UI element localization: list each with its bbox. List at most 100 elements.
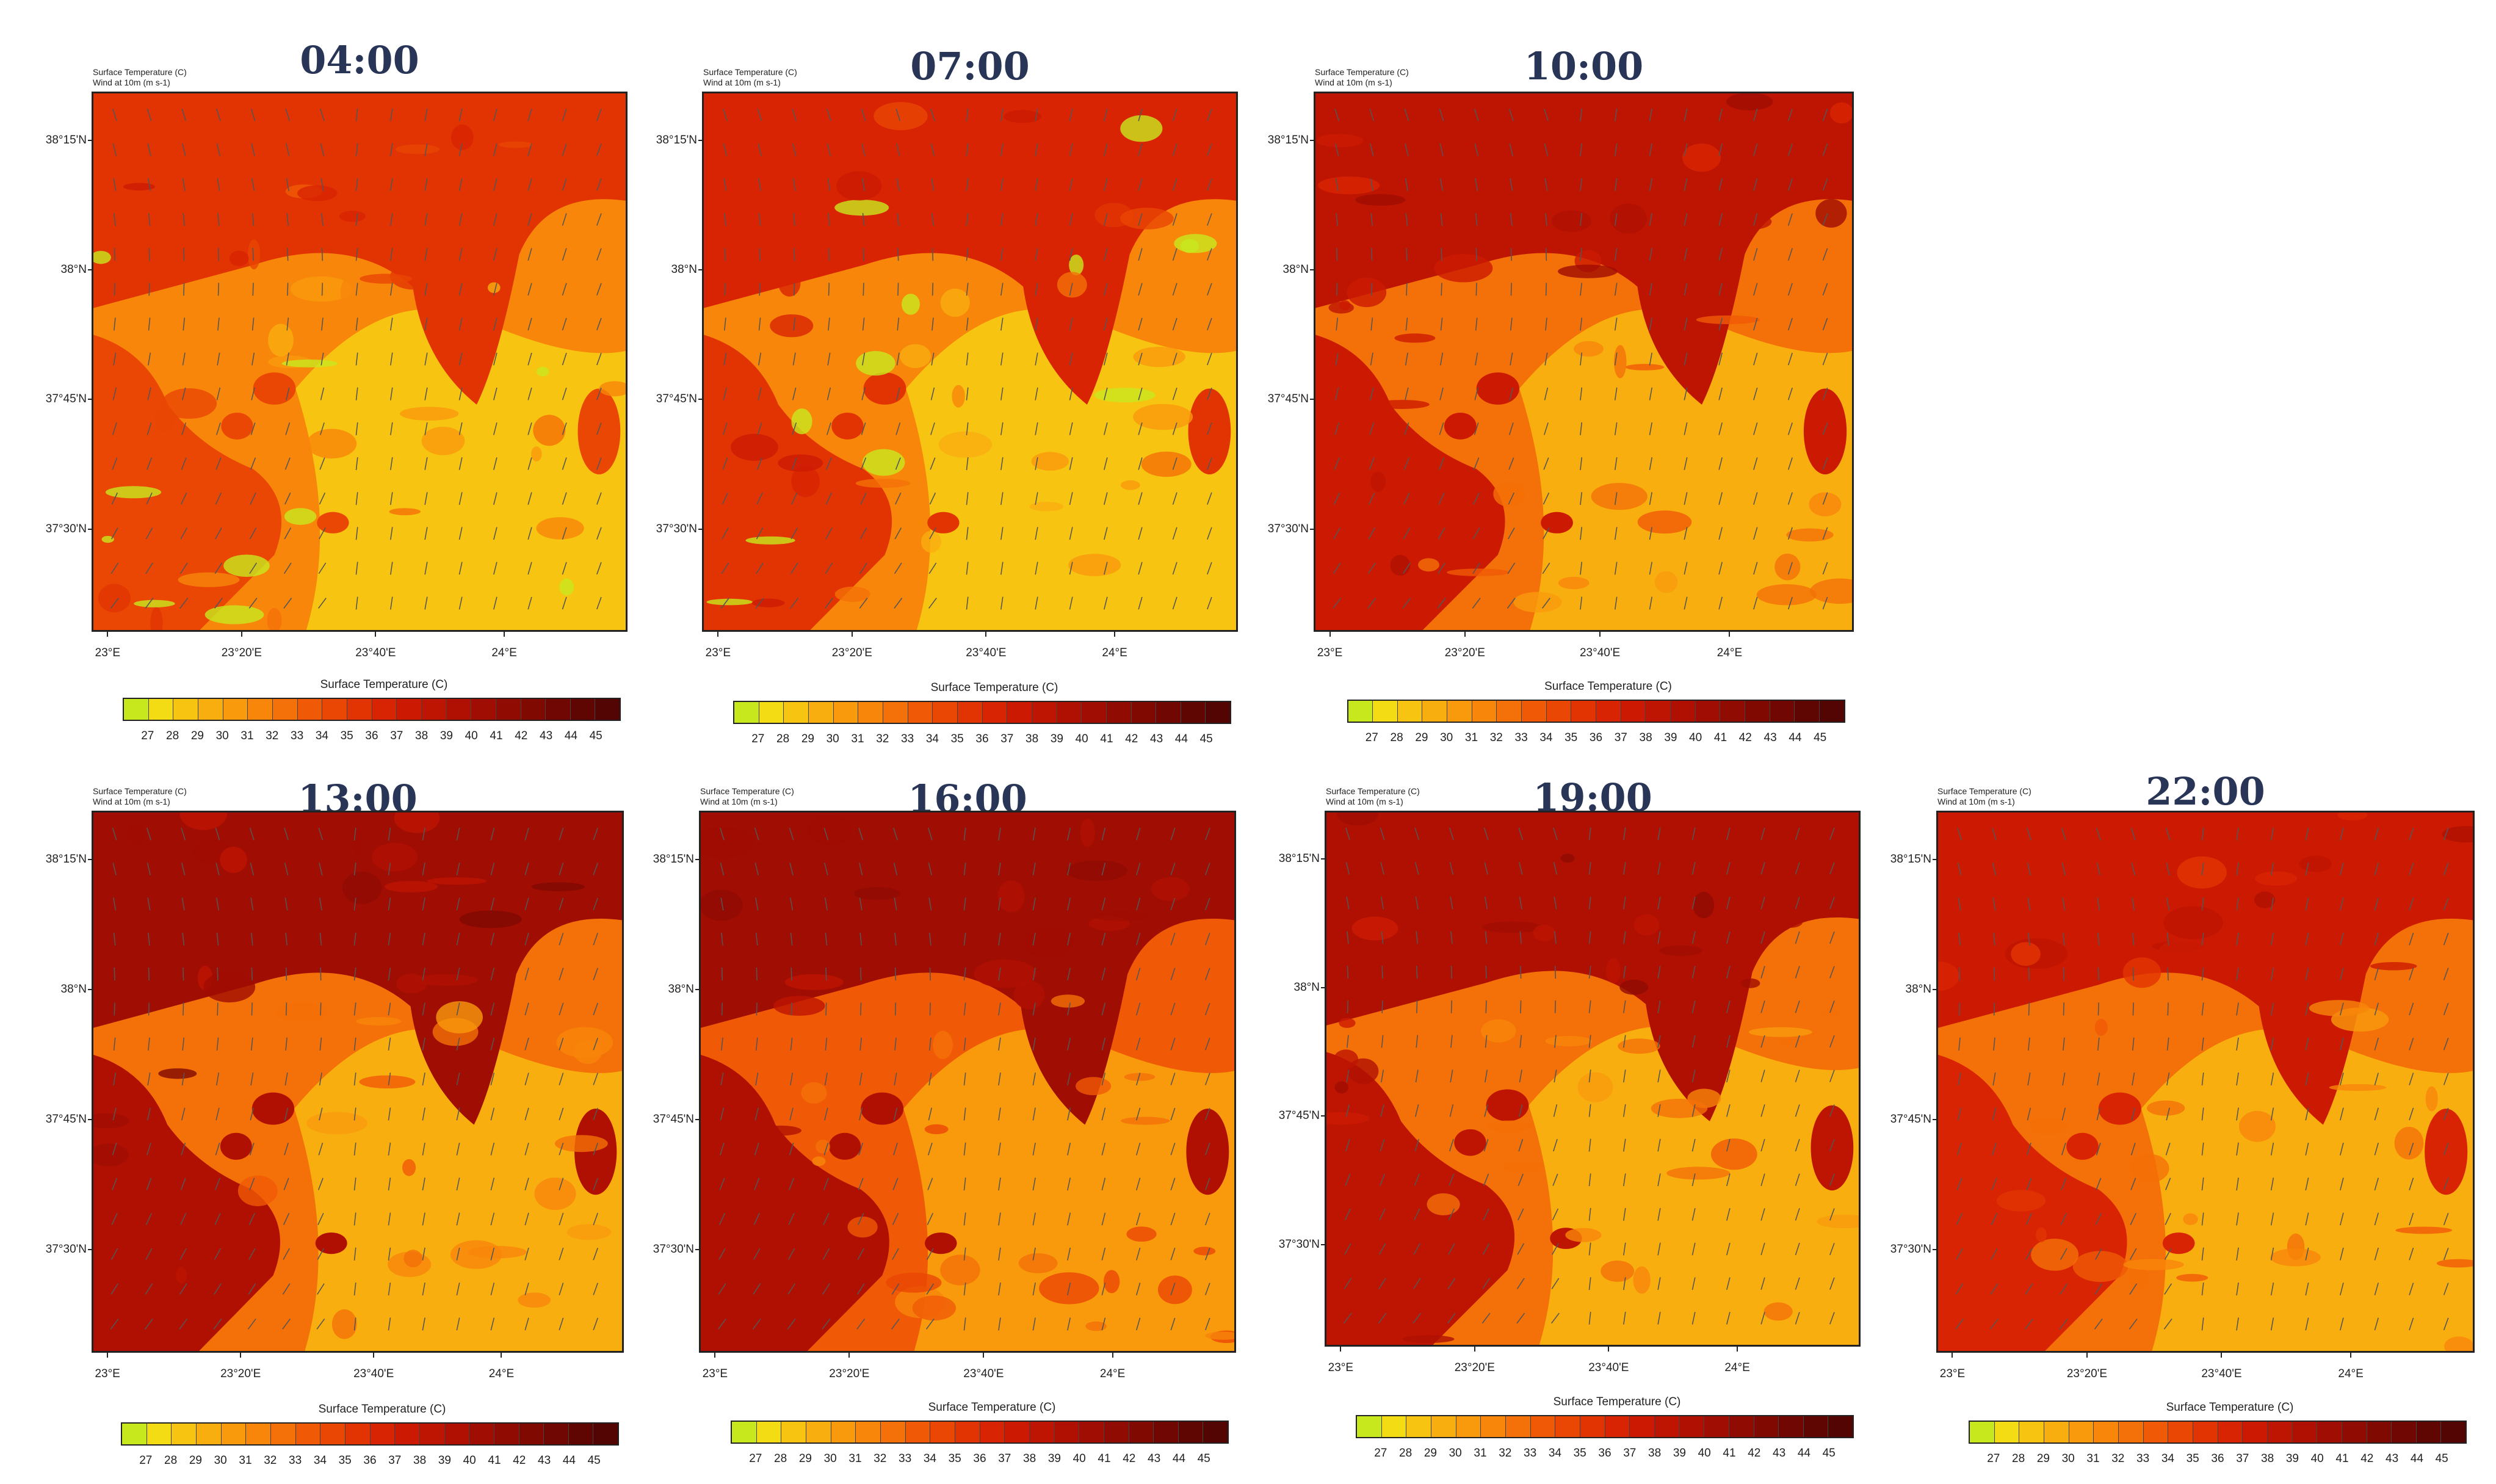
wind-arrow	[388, 1037, 391, 1051]
wind-arrow	[1204, 968, 1210, 980]
colorbar-swatch	[469, 1424, 494, 1444]
colorbar-level: 32	[876, 733, 889, 745]
wind-arrow	[2340, 1283, 2344, 1296]
wind-arrow	[1552, 1208, 1559, 1221]
wind-arrow	[353, 1177, 356, 1191]
wind-arrow	[793, 317, 796, 331]
wind-arrow	[148, 248, 150, 261]
wind-arrow	[1369, 422, 1375, 435]
field-texture	[356, 1016, 402, 1026]
field-texture	[267, 607, 282, 630]
longitude-tick	[1329, 632, 1331, 637]
wind-arrow	[827, 108, 831, 121]
wind-arrow	[1958, 1037, 1961, 1051]
wind-arrow	[1104, 248, 1108, 261]
wind-arrow	[787, 1283, 795, 1295]
wind-arrow	[424, 527, 428, 540]
wind-arrow	[792, 422, 797, 435]
field-texture	[1633, 1266, 1651, 1294]
wind-arrow	[1136, 1107, 1141, 1121]
colorbar-level: 44	[1172, 1452, 1185, 1465]
colorbar-swatch	[246, 1424, 271, 1444]
colorbar-level: 31	[1464, 731, 1478, 744]
wind-arrow	[723, 143, 728, 156]
wind-arrow	[593, 1073, 598, 1085]
wind-arrow	[2166, 1037, 2169, 1051]
wind-arrow	[1588, 862, 1591, 875]
wind-arrow	[527, 422, 532, 435]
wind-arrow	[2340, 1037, 2344, 1051]
wind-arrow	[1136, 1283, 1141, 1295]
wind-arrow	[2062, 932, 2065, 946]
wind-arrow	[1718, 596, 1723, 610]
wind-arrow	[593, 863, 598, 875]
wind-arrow	[1402, 598, 1411, 609]
wind-arrow	[147, 827, 151, 841]
colorbar-level: 42	[1738, 731, 1752, 744]
wind-arrow	[2270, 932, 2274, 946]
wind-arrow	[1718, 562, 1723, 575]
wind-arrow	[862, 352, 866, 366]
wind-arrow	[1795, 1001, 1800, 1013]
wind-arrow	[251, 178, 255, 191]
colorbar-swatch	[1206, 702, 1231, 723]
wind-arrow	[858, 1178, 864, 1190]
wind-arrow	[493, 527, 497, 540]
wind-arrow	[390, 562, 393, 575]
wind-arrow	[283, 562, 292, 574]
wind-arrow	[217, 967, 219, 981]
wind-arrow	[1753, 143, 1758, 156]
colorbar-swatch	[2019, 1422, 2044, 1442]
wind-arrow	[145, 598, 154, 609]
wind-arrow	[353, 827, 356, 841]
field-texture	[459, 910, 522, 928]
wind-arrow	[1753, 527, 1758, 540]
latitude-tick	[1933, 1249, 1936, 1251]
wind-arrow	[2305, 968, 2309, 981]
field-texture	[1133, 347, 1185, 367]
wind-arrow	[2305, 1002, 2309, 1016]
wind-arrow	[1544, 178, 1548, 191]
wind-arrow	[1204, 1038, 1210, 1051]
wind-arrow	[1485, 896, 1488, 910]
colorbar-swatch	[1671, 701, 1696, 722]
wind-arrow	[1172, 143, 1177, 156]
wind-arrow	[145, 1318, 153, 1330]
wind-arrow	[2236, 1247, 2239, 1261]
wind-arrow	[493, 213, 497, 226]
longitude-tick	[1340, 1347, 1342, 1352]
wind-arrow	[286, 387, 290, 400]
wind-arrow	[1101, 1317, 1106, 1331]
wind-arrow	[1101, 932, 1106, 946]
colorbar-level: 30	[1440, 731, 1453, 744]
wind-arrow	[1519, 862, 1523, 875]
wind-arrow	[1649, 143, 1653, 156]
field-texture	[306, 429, 357, 459]
wind-arrow	[1406, 283, 1408, 296]
wind-arrow	[756, 492, 763, 505]
wind-arrow	[1787, 527, 1793, 540]
wind-arrow	[559, 1107, 564, 1121]
wind-arrow	[1334, 387, 1339, 400]
wind-arrow	[456, 897, 460, 911]
wind-arrow	[859, 897, 863, 911]
wind-arrow	[1439, 422, 1444, 435]
wind-arrow	[1623, 1138, 1626, 1152]
wind-arrow	[931, 317, 934, 331]
wind-arrow	[1623, 931, 1626, 944]
longitude-label: 23°E	[1939, 1367, 1966, 1380]
field-texture	[1662, 972, 1720, 984]
wind-arrow	[893, 863, 898, 876]
wind-arrow	[790, 1002, 792, 1016]
wind-arrow	[1136, 863, 1141, 875]
wind-arrow	[1381, 1070, 1384, 1083]
longitude-label: 24°E	[488, 1367, 515, 1380]
wind-arrow	[998, 827, 1001, 841]
wind-arrow	[562, 492, 567, 505]
wind-arrow	[1787, 178, 1793, 191]
wind-arrow	[1992, 1107, 1997, 1121]
wind-arrow	[1136, 897, 1141, 911]
latitude-label: 37°45'N	[1267, 393, 1309, 406]
wind-arrow	[2059, 1318, 2068, 1330]
wind-arrow	[2165, 1142, 2171, 1156]
